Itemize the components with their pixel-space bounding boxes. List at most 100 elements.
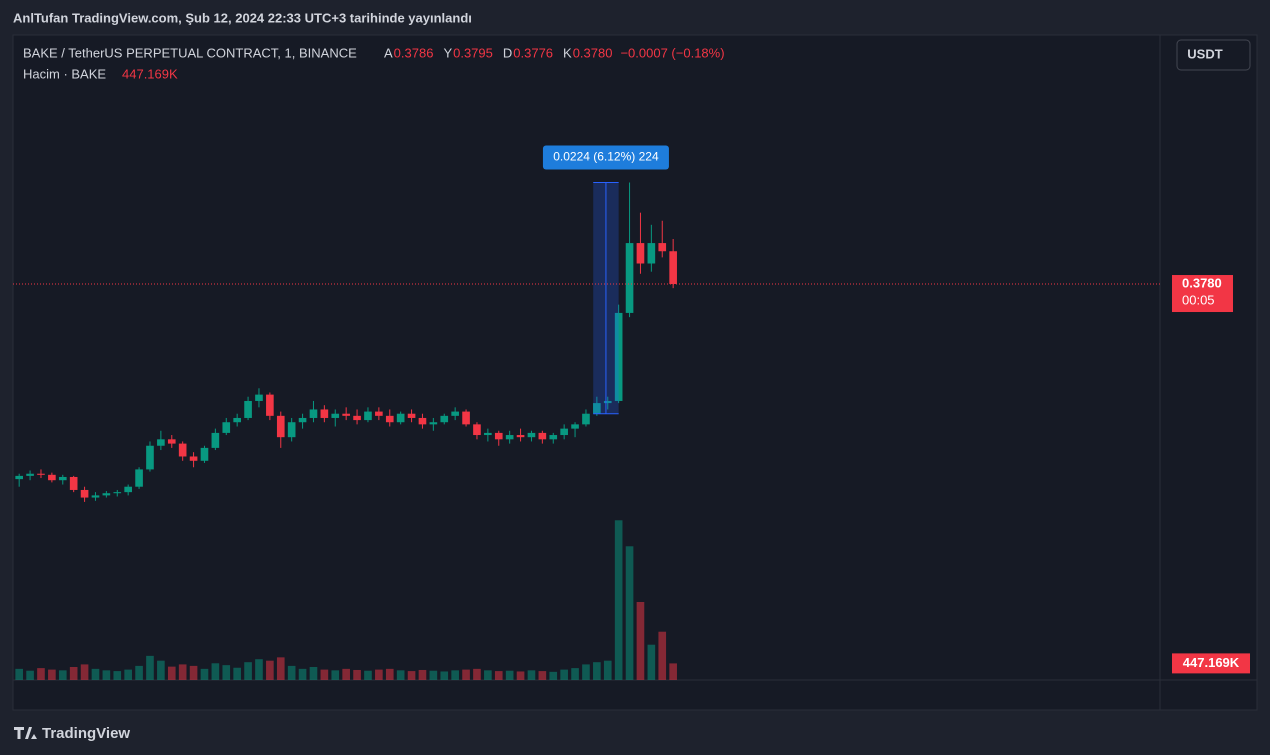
volume-bar [505, 670, 514, 680]
candle-body [614, 312, 623, 401]
candle-body [331, 413, 340, 418]
last-price: 0.3780 [1182, 275, 1222, 290]
candle [37, 469, 45, 479]
candle-body [135, 469, 143, 487]
candle [505, 430, 514, 444]
volume-bar [429, 670, 438, 680]
volume-bar [353, 669, 361, 680]
volume-bar [15, 668, 23, 680]
ohlc-name: D [503, 45, 512, 60]
volume-bar [418, 669, 427, 680]
volume-bar [636, 602, 645, 680]
volume-bar [124, 669, 132, 680]
volume-bar [614, 520, 623, 680]
candle [571, 422, 579, 438]
candle [603, 396, 612, 410]
candle [287, 417, 296, 442]
volume-bar [200, 668, 209, 680]
candle [102, 491, 111, 498]
candle-body [178, 443, 187, 457]
volume-bar [560, 669, 568, 680]
candle-body [113, 492, 122, 494]
volume-bar [538, 671, 547, 680]
volume-bar [516, 671, 525, 680]
candle-body [473, 424, 481, 436]
candle-body [124, 486, 132, 493]
candle-body [102, 493, 111, 496]
candle [298, 413, 307, 429]
volume-last-box [1172, 653, 1250, 674]
candle [473, 422, 481, 440]
candle [91, 492, 100, 501]
volume-bar [396, 670, 405, 680]
candle-body [69, 476, 78, 490]
change: −0.0007 (−0.18%) [620, 45, 724, 60]
candle-body [211, 432, 220, 448]
candle-body [396, 413, 405, 423]
measure-label-box [542, 145, 669, 170]
candle [516, 428, 525, 442]
candle-body [320, 409, 329, 418]
candle-body [287, 422, 296, 438]
volume-bar [440, 671, 449, 680]
volume-bar [266, 660, 274, 680]
volume-bar [37, 668, 45, 680]
candle [658, 220, 667, 258]
candle-body [625, 243, 634, 313]
candle-body [244, 400, 252, 418]
ohlc-name: K [563, 45, 572, 60]
candle [494, 430, 503, 446]
chart-title: BAKE / TetherUS PERPETUAL CONTRACT, 1, B… [23, 45, 357, 60]
candle-body [37, 473, 45, 475]
volume-bar [91, 668, 100, 680]
candle [462, 409, 470, 427]
candle-body [603, 400, 612, 404]
candle [113, 489, 122, 497]
volume-bar [167, 666, 176, 680]
volume-bar [593, 662, 601, 680]
volume-bar [603, 660, 612, 680]
candle-body [549, 435, 558, 440]
volume-bar [451, 670, 459, 680]
volume-bar [80, 664, 89, 680]
volume-bar [146, 655, 154, 680]
candle [69, 475, 78, 493]
candle [222, 417, 231, 436]
candle-body [636, 243, 645, 264]
volume-bar [462, 669, 470, 680]
candle-body [276, 415, 285, 438]
volume-bar [320, 669, 329, 680]
volume-bar [157, 660, 165, 680]
candle [276, 411, 285, 448]
candle [266, 392, 274, 421]
candle [614, 304, 623, 404]
candle [440, 413, 449, 425]
ohlc-value: 0.3786 [394, 45, 434, 60]
candle [538, 430, 547, 444]
candle [407, 409, 416, 423]
candle [233, 413, 241, 427]
candle [353, 409, 361, 425]
ohlc-name: Y [443, 45, 452, 60]
candle [80, 486, 89, 502]
candle-body [189, 456, 198, 461]
volume-last: 447.169K [1183, 655, 1240, 670]
candle-body [233, 417, 241, 423]
volume-bar [244, 662, 252, 680]
published-note: AnlTufan TradingView.com, Şub 12, 2024 2… [13, 10, 472, 25]
volume-bar [647, 644, 656, 680]
candle [396, 411, 405, 425]
volume-value: 447.169K [122, 66, 178, 81]
currency[interactable]: USDT [1187, 46, 1222, 61]
volume-name: Hacim · BAKE [23, 66, 106, 81]
volume-bar [48, 669, 56, 680]
candle [331, 409, 340, 427]
volume-bar [375, 669, 383, 680]
candle-body [342, 413, 350, 416]
candle [429, 417, 438, 431]
currency-button[interactable] [1176, 39, 1251, 71]
volume-bar [287, 665, 296, 680]
ohlc-value: 0.3795 [453, 45, 493, 60]
candle-body [200, 447, 209, 461]
candle [451, 407, 459, 421]
